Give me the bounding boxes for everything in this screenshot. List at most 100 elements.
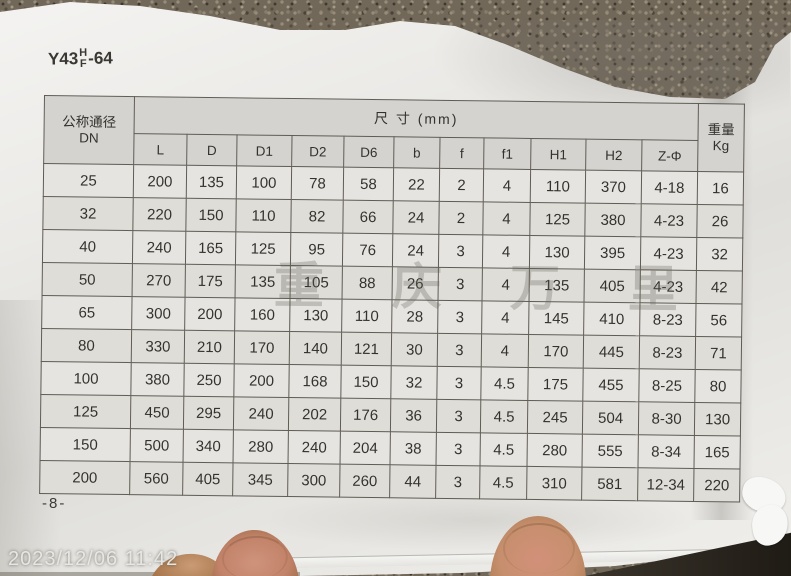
dimension-cell: 36: [390, 398, 437, 433]
dimension-cell: 240: [132, 230, 186, 265]
dn-cell: 150: [40, 427, 131, 462]
column-header: H1: [530, 138, 587, 171]
dimension-cell: 8-30: [638, 401, 695, 436]
dimension-cell: 250: [183, 363, 235, 397]
dimension-cell: 300: [131, 296, 186, 331]
dimension-cell: 8-23: [639, 335, 696, 370]
dimension-cell: 3: [437, 333, 482, 367]
dimension-cell: 32: [390, 365, 438, 400]
dimension-cell: 12-34: [637, 467, 695, 502]
column-header: Z-Φ: [641, 139, 699, 172]
dn-header-cn: 公称通径: [62, 113, 117, 130]
dimension-cell: 270: [132, 263, 186, 298]
dimension-cell: 170: [528, 334, 584, 369]
dimension-cell: 125: [529, 202, 586, 237]
dimension-cell: 555: [581, 434, 639, 468]
spec-table-body: 25 200 135 100 78 58 22 2 4 110 370 4-18 16 32 220 150 1…: [39, 163, 744, 503]
dn-cell: 125: [40, 394, 131, 429]
dimension-cell: 2: [439, 168, 484, 202]
column-header: f: [439, 137, 485, 169]
dimension-cell: 3: [436, 366, 482, 400]
dimension-cell: 345: [232, 462, 289, 497]
dn-cell: 40: [42, 229, 133, 264]
column-header: L: [133, 133, 188, 166]
dimension-cell: 280: [526, 433, 583, 468]
dimension-cell: 150: [340, 365, 392, 399]
weight-cell: 16: [697, 171, 744, 206]
dimension-cell: 168: [288, 364, 342, 399]
dimension-cell: 504: [582, 401, 639, 435]
dimension-cell: 4-18: [641, 170, 698, 205]
dimension-cell: 455: [582, 368, 640, 402]
dimension-cell: 24: [392, 200, 440, 235]
dimension-cell: 310: [526, 466, 582, 501]
weight-cell: 165: [694, 435, 741, 470]
dimension-cell: 3: [436, 399, 481, 433]
column-header: D1: [236, 134, 293, 167]
weight-cell: 26: [696, 204, 744, 239]
dimension-cell: 30: [391, 332, 438, 367]
dimension-cell: 370: [585, 170, 642, 204]
title-pressure-suffix: -64: [88, 48, 113, 68]
dimension-cell: 340: [183, 429, 234, 463]
dimension-cell: 4.5: [479, 465, 527, 500]
dn-header-en: DN: [79, 129, 99, 146]
title-model-prefix: Y43: [47, 49, 79, 69]
dn-cell: 200: [39, 460, 131, 495]
dimension-cell: 405: [182, 462, 234, 496]
dimension-cell: 445: [583, 335, 640, 369]
title-fraction: H F: [79, 47, 87, 71]
column-header: D: [186, 134, 238, 166]
dimension-cell: 140: [289, 331, 342, 366]
weight-cell: 130: [694, 402, 741, 437]
dimension-cell: 280: [233, 429, 289, 464]
document-title: Y43 H F -64: [48, 47, 113, 70]
title-fraction-bottom: F: [79, 57, 87, 71]
weight-column-header: 重量 Kg: [697, 103, 745, 173]
dimension-cell: 210: [184, 330, 235, 364]
dimension-cell: 4: [483, 168, 531, 203]
dimension-cell: 8-34: [637, 434, 695, 469]
column-header: D6: [343, 136, 395, 168]
weight-cell: 220: [693, 468, 740, 503]
dimension-cell: 8-25: [638, 368, 696, 403]
dn-column-header: 公称通径 DN: [43, 95, 135, 165]
dimension-cell: 220: [132, 197, 187, 232]
dimension-cell: 240: [288, 430, 341, 465]
column-header: f1: [483, 137, 532, 170]
paper-bottom-shadow: [0, 572, 300, 576]
fingernail: [503, 523, 575, 574]
dimension-cell: 4: [482, 201, 531, 236]
dimension-cell: 4.5: [480, 432, 528, 467]
dimension-cell: 4.5: [480, 366, 529, 401]
dn-cell: 65: [41, 295, 133, 330]
dimension-cell: 200: [133, 164, 187, 199]
weight-header-unit: Kg: [712, 137, 730, 153]
dimension-cell: 38: [390, 431, 437, 466]
dimension-cell: 204: [340, 431, 391, 465]
column-header: D2: [291, 135, 345, 168]
dimension-cell: 66: [342, 200, 394, 234]
dimension-cell: 175: [185, 264, 236, 298]
dimension-cell: 150: [185, 198, 237, 232]
camera-timestamp: 2023/12/06 11:42: [8, 548, 179, 570]
dimension-cell: 260: [339, 464, 391, 498]
dimension-cell: 295: [183, 396, 234, 430]
dimension-cell: 3: [436, 432, 481, 466]
dn-cell: 32: [42, 196, 134, 231]
dimension-cell: 135: [186, 165, 237, 199]
page-number: -8-: [42, 495, 67, 512]
dimension-cell: 165: [185, 231, 236, 265]
dimension-cell: 4: [481, 333, 529, 368]
dimension-cell: 245: [527, 400, 583, 435]
dn-cell: 80: [41, 328, 132, 363]
dimension-cell: 100: [236, 165, 292, 200]
dimension-cell: 202: [288, 397, 341, 432]
dn-cell: 100: [40, 361, 132, 396]
fingernail: [221, 534, 289, 576]
column-header: b: [393, 136, 441, 169]
dimension-cell: 4-23: [640, 203, 698, 238]
dimension-cell: 300: [287, 463, 341, 498]
dimension-cell: 110: [235, 198, 292, 233]
